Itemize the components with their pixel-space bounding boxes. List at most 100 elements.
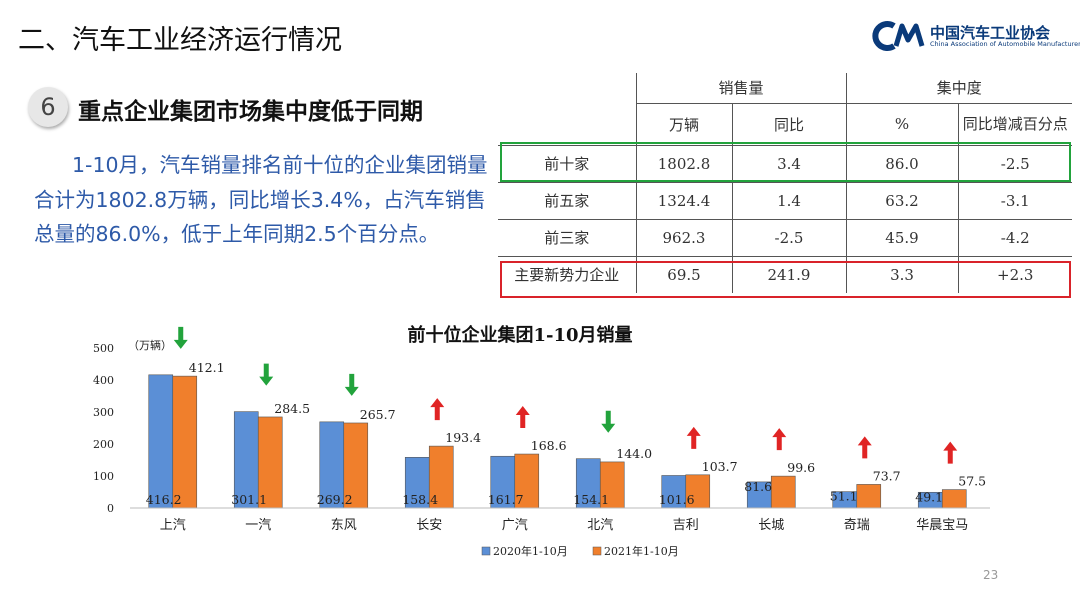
value-label-2020: 51.1 [830,489,858,504]
page-number: 23 [983,568,999,582]
x-tick-label: 北汽 [587,518,613,533]
arrow-down-icon [344,373,359,396]
sales-bar-chart: 前十位企业集团1-10月销量 （万辆） 0 100 200 300 400 500 416… [93,324,990,558]
cell-share: 86.0 [845,144,959,183]
trend-arrows [173,326,958,464]
table-row: 前五家 1324.4 1.4 63.2 -3.1 [498,181,1072,220]
subheader-yoy: 同比 [731,102,847,146]
cell-volume: 962.3 [635,218,733,257]
x-tick-label: 上汽 [160,518,186,533]
section-heading: 重点企业集团市场集中度低于同期 [78,99,423,125]
legend-swatch [481,546,491,556]
cell-volume: 1324.4 [635,181,733,220]
logo-chinese-name: 中国汽车工业协会 [930,24,1051,42]
legend-swatch [592,546,602,556]
x-tick-label: 东风 [331,518,357,533]
table-row: 前三家 962.3 -2.5 45.9 -4.2 [498,218,1072,257]
bar-series [148,374,967,509]
header-sales-volume: 销售量 [635,73,847,104]
subheader-pp-change: 同比增减百分点 [957,102,1072,146]
bar-2021 [941,489,967,509]
x-tick-label: 广汽 [502,518,528,533]
chart-legend: 2020年1-10月 2021年1-10月 [481,544,679,558]
bar-2021 [428,445,454,509]
cell-share: 63.2 [845,181,959,220]
value-label-2021: 284.5 [274,401,310,416]
chart-title: 前十位企业集团1-10月销量 [407,324,632,346]
summary-paragraph: 1-10月，汽车销量排名前十位的企业集团销量合计为1802.8万辆，同比增长3.… [34,148,494,252]
value-label-2021: 193.4 [445,430,481,445]
x-tick-label: 长城 [758,518,784,533]
x-tick-label: 长安 [416,518,442,533]
arrow-down-icon [173,326,188,349]
bar-2020 [233,411,259,509]
row-label: 前五家 [498,181,637,220]
value-label-2020: 49.1 [915,489,943,504]
bar-2021 [685,474,711,509]
y-axis-ticks: 0 100 200 300 400 500 [93,342,114,515]
summary-text: 1-10月，汽车销量排名前十位的企业集团销量合计为1802.8万辆，同比增长3.… [34,153,488,246]
x-tick-label: 吉利 [673,518,699,533]
y-tick-label: 100 [93,470,114,483]
concentration-table: 销售量 集中度 万辆 同比 % 同比增减百分点 前十家 1802.8 3.4 8… [498,73,1072,293]
y-axis-unit-label: （万辆） [128,338,172,352]
value-label-2020: 301.1 [231,492,267,507]
y-tick-label: 0 [107,502,114,515]
bar-2021 [770,475,796,509]
table-sub-header-row: 万辆 同比 % 同比增减百分点 [498,102,1072,146]
bar-2021 [514,453,540,509]
arrow-up-icon [515,406,530,429]
value-label-2020: 269.2 [317,492,353,507]
bar-2020 [148,374,174,509]
association-logo: 中国汽车工业协会 China Association of Automobile… [872,20,1080,52]
arrow-up-icon [430,398,445,421]
y-tick-label: 500 [93,342,114,355]
value-label-2021: 99.6 [787,460,815,475]
x-tick-label: 一汽 [245,518,271,533]
subheader-percent: % [845,102,959,146]
subheader-units: 万辆 [635,102,733,146]
value-label-2020: 416.2 [146,492,182,507]
header-concentration: 集中度 [845,73,1072,104]
cell-yoy: 1.4 [731,181,847,220]
bar-2021 [257,416,283,509]
cm-logo-icon [872,21,925,51]
value-label-2021: 103.7 [702,459,738,474]
arrow-up-icon [772,428,787,451]
value-label-2021: 265.7 [360,407,396,422]
cell-yoy: -2.5 [731,218,847,257]
value-label-2020: 154.1 [573,492,609,507]
arrow-up-icon [943,441,958,464]
value-label-2021: 144.0 [616,446,652,461]
cell-share-change: -4.2 [957,218,1072,257]
table-corner-cell [498,73,637,146]
value-label-2020: 81.6 [744,479,772,494]
y-tick-label: 300 [93,406,114,419]
legend-label: 2021年1-10月 [604,544,679,558]
new-forces-highlight-box [500,261,1071,298]
bar-2021 [172,375,198,509]
arrow-up-icon [686,426,701,449]
legend-label: 2020年1-10月 [493,544,568,558]
page-title: 二、汽车工业经济运行情况 [18,25,342,56]
x-axis-labels: 上汽 一汽 东风 长安 广汽 北汽 吉利 长城 奇瑞 华晨宝马 [160,517,969,533]
y-tick-label: 200 [93,438,114,451]
logo-english-name: China Association of Automobile Manufact… [930,40,1080,48]
value-label-2020: 101.6 [659,492,695,507]
arrow-up-icon [857,436,872,459]
cell-share: 45.9 [845,218,959,257]
row-label: 前三家 [498,218,637,257]
cell-share-change: -3.1 [957,181,1072,220]
arrow-down-icon [259,363,274,386]
section-number-badge: 6 [28,87,68,127]
value-label-2021: 57.5 [958,474,986,489]
value-label-2021: 412.1 [189,360,225,375]
y-tick-label: 400 [93,374,114,387]
value-label-2021: 168.6 [531,438,567,453]
value-label-2020: 158.4 [402,492,438,507]
x-tick-label: 华晨宝马 [916,518,968,533]
cell-volume: 1802.8 [635,144,733,183]
arrow-down-icon [601,410,616,433]
top-ten-highlight-box [500,142,1071,182]
bar-2021 [343,422,369,509]
